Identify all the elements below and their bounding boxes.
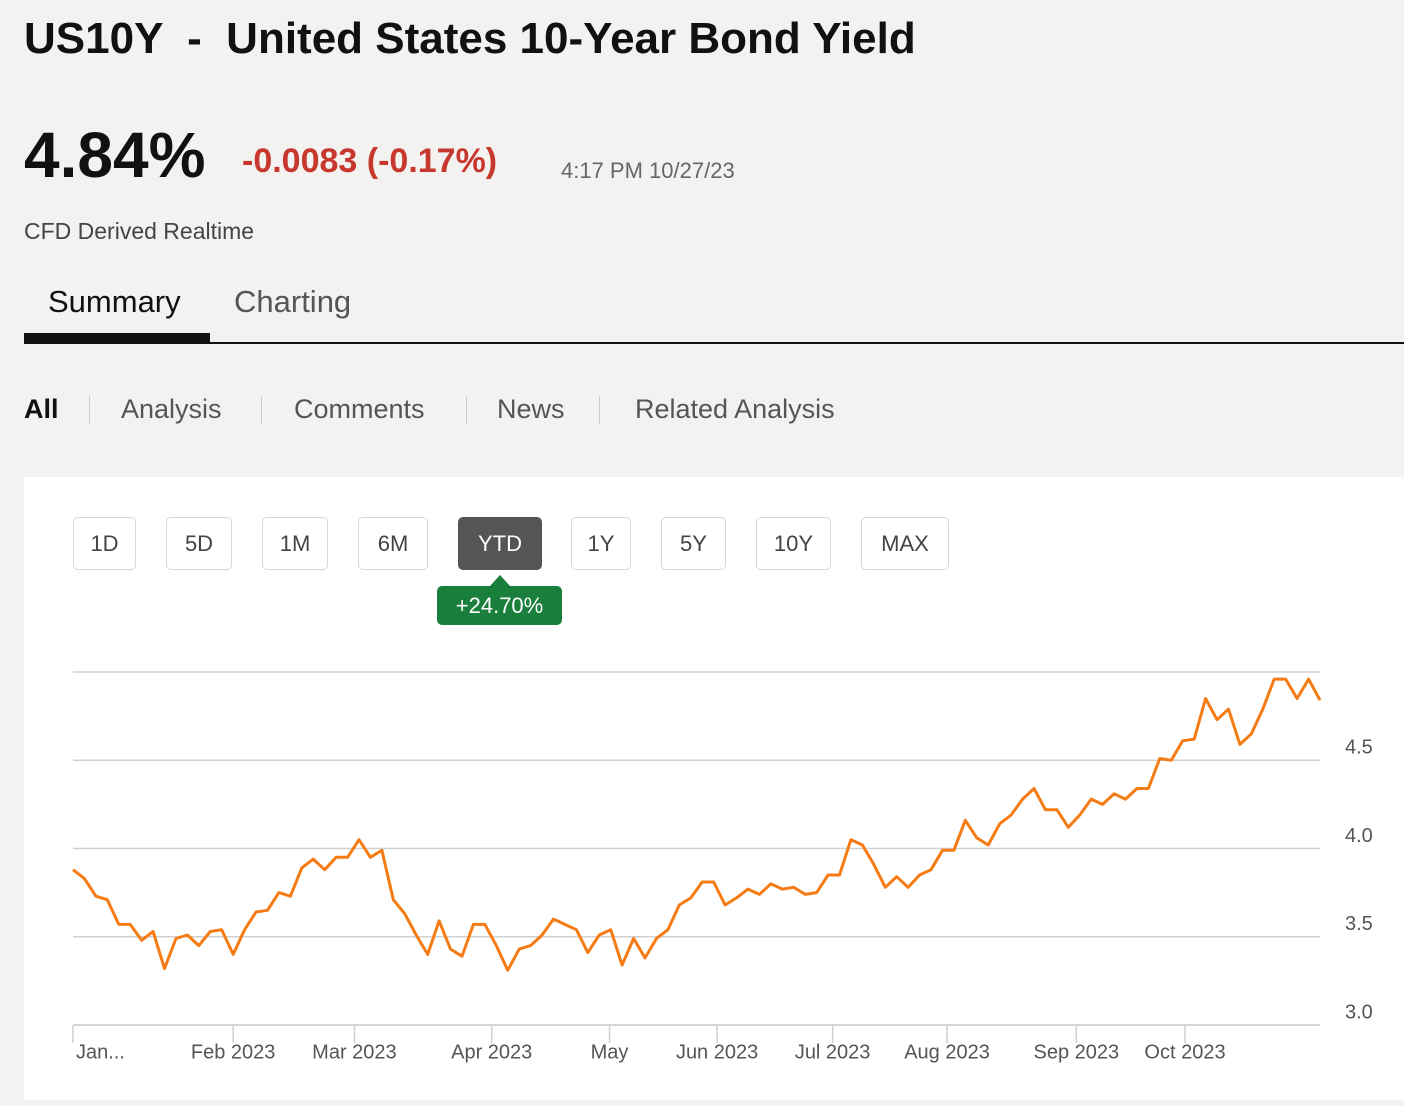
range-button[interactable]: 1M [262,517,328,570]
separator [466,396,467,424]
range-button[interactable]: 6M [358,517,428,570]
subtab[interactable]: Analysis [121,394,222,424]
y-tick-label: 4.5 [1345,737,1373,759]
subtab[interactable]: Related Analysis [635,394,835,424]
range-button[interactable]: 1D [73,517,136,570]
y-tick-label: 3.0 [1345,1001,1373,1023]
chart: 3.0 3.5 4.0 4.5 Jan... Feb 2023 Mar 2023 Apr 20… [72,671,1373,1063]
separator [599,396,600,424]
badge-arrow [490,575,510,586]
x-tick-label: May [591,1041,629,1063]
x-tick-label: Sep 2023 [1033,1041,1119,1063]
data-source: CFD Derived Realtime [24,218,255,244]
active-tab-indicator [24,333,210,343]
y-tick-label: 4.0 [1345,825,1373,847]
chart-panel [24,477,1404,1100]
separator [261,396,262,424]
range-button[interactable]: 5D [166,517,232,570]
range-button[interactable]: MAX [861,517,949,570]
tab-divider [24,342,1404,344]
x-tick-label: Jan... [76,1041,125,1063]
x-tick-label: Aug 2023 [904,1041,990,1063]
separator [89,396,90,424]
range-button[interactable]: 10Y [756,517,831,570]
x-tick-label: Oct 2023 [1144,1041,1225,1063]
price: 4.84% [24,119,206,191]
tab[interactable]: Summary [48,284,181,319]
x-tick-label: Feb 2023 [191,1041,276,1063]
x-tick-label: Jul 2023 [795,1041,871,1063]
x-tick-label: Mar 2023 [312,1041,397,1063]
range-change-badge: +24.70% [437,586,562,625]
range-button[interactable]: 5Y [661,517,726,570]
price-change: -0.0083 (-0.17%) [242,142,498,180]
subtab[interactable]: News [497,394,565,424]
subtab[interactable]: All [24,394,59,424]
x-tick-label: Jun 2023 [676,1041,758,1063]
subtab[interactable]: Comments [294,394,425,424]
y-tick-label: 3.5 [1345,913,1373,935]
range-button[interactable]: 1Y [571,517,631,570]
x-tick-label: Apr 2023 [451,1041,532,1063]
page-title: US10Y - United States 10-Year Bond Yield [24,14,916,63]
range-button[interactable]: YTD [458,517,542,570]
tab[interactable]: Charting [234,284,352,319]
line-series [72,677,1322,972]
timestamp: 4:17 PM 10/27/23 [561,158,735,183]
